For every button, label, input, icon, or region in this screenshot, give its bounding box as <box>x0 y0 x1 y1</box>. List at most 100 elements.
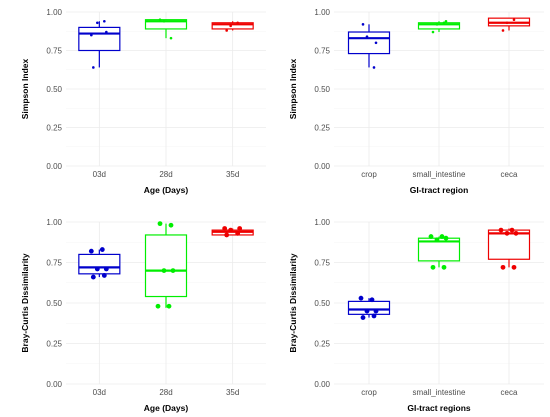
data-point <box>157 221 163 227</box>
y-tick-label: 0.75 <box>46 259 62 268</box>
data-point <box>92 66 95 69</box>
data-point <box>498 227 504 233</box>
data-point <box>511 264 517 270</box>
data-point <box>222 226 228 231</box>
y-tick-label: 0.50 <box>314 85 330 94</box>
data-point <box>99 247 105 252</box>
data-point <box>237 226 243 231</box>
data-point <box>365 35 369 38</box>
x-tick-label: 28d <box>159 388 172 397</box>
y-tick-label: 1.00 <box>46 218 62 227</box>
x-tick-label: small_intestine <box>413 170 466 179</box>
data-point <box>371 313 377 319</box>
y-tick-label: 0.00 <box>314 162 330 171</box>
data-point <box>364 308 370 314</box>
data-point <box>168 222 174 228</box>
data-point <box>224 232 230 238</box>
box-03d <box>78 19 121 69</box>
data-point <box>361 23 365 26</box>
y-tick-label: 0.75 <box>314 259 330 268</box>
x-tick-label: small_intestine <box>413 388 466 397</box>
data-point <box>360 315 366 320</box>
box-iqr <box>347 300 391 315</box>
data-point <box>369 297 375 303</box>
y-axis-title: Simpson Index <box>288 59 298 120</box>
data-point <box>90 33 93 37</box>
data-point <box>501 29 505 32</box>
braycurtis-by-region-panel: 0.00 0.25 0.50 0.75 1.00 crop small_intestine c… <box>288 218 544 413</box>
data-point <box>500 264 506 270</box>
data-point <box>158 18 162 22</box>
box-iqr <box>78 253 121 275</box>
data-point <box>90 274 96 280</box>
x-tick-label: 03d <box>93 170 106 179</box>
data-point <box>161 268 167 273</box>
data-point <box>169 36 173 40</box>
x-tick-label: ceca <box>501 170 518 179</box>
data-point <box>105 30 108 34</box>
data-point <box>358 295 364 301</box>
data-point <box>155 303 161 309</box>
y-tick-label: 0.25 <box>314 340 330 349</box>
data-point <box>162 19 166 23</box>
data-point <box>428 234 434 239</box>
y-tick-label: 1.00 <box>314 8 330 17</box>
data-point <box>170 268 176 273</box>
box-crop <box>347 295 391 320</box>
x-tick-label: 28d <box>159 170 172 179</box>
x-axis-title: GI-tract region <box>410 185 469 195</box>
y-tick-label: 0.25 <box>46 340 62 349</box>
data-point <box>441 264 447 270</box>
box-iqr <box>211 22 254 30</box>
data-point <box>225 29 228 32</box>
box-small_intestine <box>417 19 461 34</box>
data-point <box>443 235 449 241</box>
y-axis-title: Simpson Index <box>20 59 30 120</box>
y-tick-label: 0.50 <box>314 299 330 308</box>
box-iqr <box>487 229 531 260</box>
data-point <box>96 21 99 25</box>
data-point <box>373 308 379 314</box>
box-iqr <box>347 31 391 55</box>
y-axis-title: Bray-Curtis Dissimilarity <box>20 253 30 352</box>
data-point <box>442 21 446 25</box>
x-tick-label: ceca <box>501 388 518 397</box>
data-point <box>512 18 516 22</box>
y-tick-label: 0.75 <box>46 47 62 56</box>
data-point <box>444 19 448 23</box>
data-point <box>103 266 109 272</box>
data-point <box>236 21 239 25</box>
y-tick-label: 0.50 <box>46 85 62 94</box>
x-tick-label: 35d <box>226 388 239 397</box>
data-point <box>513 230 519 236</box>
data-point <box>94 266 100 272</box>
data-point <box>504 230 510 236</box>
box-iqr <box>417 237 461 262</box>
y-tick-label: 0.25 <box>46 124 62 133</box>
braycurtis-by-age-panel: 0.00 0.25 0.50 0.75 1.00 03d 28d 35d Age (Days) B… <box>20 218 266 413</box>
box-35d <box>211 21 254 32</box>
data-point <box>235 230 241 236</box>
data-point <box>103 19 106 23</box>
y-tick-label: 0.25 <box>314 124 330 133</box>
x-tick-label: crop <box>361 170 377 179</box>
box-iqr <box>78 26 121 52</box>
y-axis-title: Bray-Curtis Dissimilarity <box>288 253 298 352</box>
box-35d <box>211 226 254 238</box>
box-iqr <box>144 234 188 298</box>
data-point <box>505 21 509 25</box>
data-point <box>374 41 378 45</box>
y-tick-label: 0.50 <box>46 299 62 308</box>
box-03d <box>78 247 121 280</box>
box-ceca <box>487 17 531 32</box>
box-ceca <box>487 227 531 270</box>
data-point <box>439 234 445 239</box>
y-tick-label: 0.00 <box>46 380 62 389</box>
data-point <box>166 303 172 309</box>
data-point <box>430 264 436 270</box>
y-tick-label: 1.00 <box>46 8 62 17</box>
data-point <box>88 248 94 254</box>
y-tick-label: 1.00 <box>314 218 330 227</box>
data-point <box>509 227 515 233</box>
